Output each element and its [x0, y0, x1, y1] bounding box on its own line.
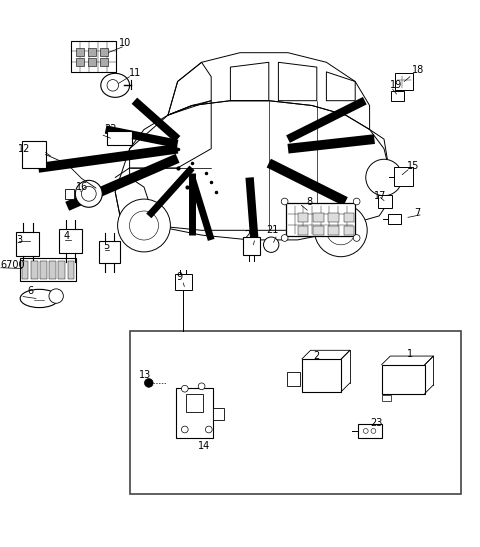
- Text: 7: 7: [414, 208, 420, 218]
- Bar: [328, 213, 339, 222]
- Bar: [313, 213, 324, 222]
- Bar: [49, 260, 56, 279]
- Text: 13: 13: [139, 370, 152, 380]
- Bar: [176, 387, 213, 438]
- Circle shape: [198, 383, 205, 389]
- Text: 6700: 6700: [0, 260, 24, 270]
- Bar: [40, 260, 47, 279]
- Bar: [22, 141, 46, 168]
- Text: 20: 20: [244, 230, 256, 240]
- Circle shape: [144, 379, 153, 387]
- Circle shape: [118, 199, 170, 252]
- Bar: [22, 260, 28, 279]
- Text: 8: 8: [306, 197, 312, 207]
- Bar: [88, 48, 96, 56]
- Bar: [100, 59, 108, 66]
- Circle shape: [371, 428, 376, 433]
- Text: 9: 9: [177, 272, 183, 282]
- Bar: [16, 232, 39, 256]
- Bar: [344, 213, 354, 222]
- Ellipse shape: [101, 73, 130, 97]
- Bar: [76, 59, 84, 66]
- Ellipse shape: [20, 289, 59, 307]
- Text: 10: 10: [119, 38, 132, 48]
- Circle shape: [314, 204, 367, 257]
- Circle shape: [366, 159, 402, 196]
- Bar: [378, 195, 392, 208]
- Text: 15: 15: [407, 161, 420, 171]
- Bar: [395, 73, 413, 90]
- Text: 4: 4: [63, 231, 70, 241]
- Circle shape: [181, 426, 188, 433]
- Bar: [71, 41, 117, 72]
- Bar: [286, 203, 356, 236]
- Text: 11: 11: [129, 68, 141, 78]
- Bar: [302, 359, 341, 392]
- Circle shape: [326, 216, 355, 245]
- Bar: [388, 213, 401, 224]
- Text: 19: 19: [390, 80, 402, 90]
- Circle shape: [205, 426, 212, 433]
- Circle shape: [107, 79, 119, 91]
- Bar: [287, 373, 300, 386]
- Text: 6: 6: [27, 286, 33, 296]
- Bar: [107, 131, 132, 145]
- Bar: [31, 260, 37, 279]
- Text: 12: 12: [18, 144, 31, 154]
- Text: 23: 23: [371, 418, 383, 428]
- Text: 2: 2: [313, 351, 319, 361]
- Circle shape: [82, 187, 96, 201]
- Bar: [59, 229, 82, 253]
- Circle shape: [75, 181, 102, 207]
- Text: 16: 16: [76, 182, 88, 192]
- Bar: [175, 275, 192, 290]
- Bar: [298, 226, 308, 235]
- Bar: [328, 226, 339, 235]
- Circle shape: [353, 235, 360, 241]
- Circle shape: [281, 198, 288, 205]
- Text: 5: 5: [103, 241, 109, 251]
- Circle shape: [49, 289, 63, 303]
- Text: 18: 18: [412, 65, 424, 75]
- Bar: [99, 241, 120, 264]
- Bar: [394, 167, 413, 185]
- Circle shape: [363, 428, 368, 433]
- Bar: [391, 91, 404, 101]
- Circle shape: [181, 385, 188, 392]
- Bar: [130, 331, 461, 494]
- Text: 17: 17: [374, 191, 387, 201]
- Bar: [76, 48, 84, 56]
- Bar: [382, 395, 391, 401]
- Circle shape: [353, 198, 360, 205]
- Text: 14: 14: [198, 441, 210, 451]
- Bar: [213, 408, 224, 420]
- Bar: [20, 258, 75, 281]
- Bar: [313, 226, 324, 235]
- Bar: [59, 260, 65, 279]
- Text: 21: 21: [266, 225, 279, 235]
- Bar: [382, 365, 425, 393]
- Bar: [344, 226, 354, 235]
- Text: 1: 1: [407, 349, 413, 359]
- Circle shape: [281, 235, 288, 241]
- Circle shape: [130, 211, 158, 240]
- Bar: [100, 48, 108, 56]
- Bar: [68, 260, 74, 279]
- Bar: [186, 394, 203, 412]
- Bar: [298, 213, 308, 222]
- Text: 3: 3: [17, 235, 23, 245]
- Bar: [358, 424, 382, 438]
- Bar: [65, 189, 74, 199]
- Text: 22: 22: [105, 125, 117, 135]
- Bar: [243, 236, 260, 255]
- Bar: [88, 59, 96, 66]
- Circle shape: [264, 237, 279, 252]
